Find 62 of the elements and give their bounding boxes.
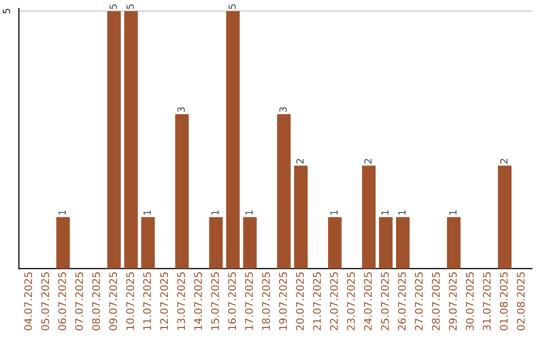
- bar: [294, 166, 308, 269]
- data-label: 5: [126, 4, 134, 9]
- x-tick-label: 07.07.2025: [75, 272, 84, 330]
- x-tick-label: 22.07.2025: [330, 272, 338, 330]
- x-tick-label: 09.07.2025: [109, 272, 118, 330]
- x-tick-label: 14.07.2025: [194, 272, 202, 330]
- data-label: 5: [110, 4, 117, 9]
- x-tick-label: 11.07.2025: [143, 272, 152, 330]
- data-label: 1: [246, 210, 253, 215]
- x-tick-label: 21.07.2025: [313, 272, 321, 330]
- bar: [379, 217, 393, 269]
- x-tick-label: 18.07.2025: [262, 272, 270, 330]
- bar: [243, 217, 257, 269]
- x-tick-label: 24.07.2025: [364, 272, 372, 330]
- bar: [141, 217, 155, 269]
- bar: [277, 114, 291, 269]
- data-label: 1: [449, 210, 456, 215]
- x-tick-label: 01.08.2025: [500, 272, 508, 330]
- x-tick-label: 13.07.2025: [177, 272, 185, 330]
- data-label: 1: [398, 210, 406, 215]
- data-label: 1: [212, 210, 219, 215]
- x-tick-label: 15.07.2025: [211, 272, 219, 330]
- bar: [209, 217, 223, 269]
- bar: [446, 217, 461, 269]
- x-tick-label: 28.07.2025: [432, 272, 440, 330]
- x-tick-label: 12.07.2025: [160, 272, 168, 330]
- x-tick-label: 20.07.2025: [296, 272, 304, 330]
- bar: [362, 166, 376, 269]
- bar: [107, 11, 121, 269]
- data-label: 2: [364, 158, 372, 164]
- x-tick-label: 04.07.2025: [24, 272, 32, 330]
- x-tick-label: 08.07.2025: [92, 272, 100, 330]
- bar: [175, 114, 189, 269]
- data-label: 2: [296, 158, 304, 164]
- bar: [498, 166, 512, 269]
- x-tick-label: 19.07.2025: [279, 272, 287, 330]
- bar: [226, 11, 240, 269]
- bar: [328, 217, 342, 269]
- data-label: 1: [144, 210, 151, 215]
- x-tick-label: 02.08.2025: [516, 272, 525, 330]
- data-label: 1: [381, 210, 388, 215]
- x-tick-label: 30.07.2025: [466, 272, 474, 330]
- x-tick-label: 29.07.2025: [448, 272, 457, 330]
- bar: [396, 217, 410, 269]
- x-tick-label: 05.07.2025: [41, 272, 50, 330]
- x-tick-label: 06.07.2025: [58, 272, 66, 330]
- x-tick-label: 17.07.2025: [245, 272, 253, 330]
- x-tick-label: 26.07.2025: [398, 272, 406, 330]
- x-tick-label: 16.07.2025: [228, 272, 236, 330]
- data-label: 1: [330, 210, 338, 215]
- data-label: 3: [279, 107, 287, 112]
- x-tick-label: 23.07.2025: [346, 272, 355, 330]
- data-label: 2: [500, 158, 508, 164]
- x-tick-label: 31.07.2025: [482, 272, 491, 330]
- data-label: 3: [177, 107, 185, 112]
- bar: [124, 11, 138, 269]
- bar: [56, 217, 70, 269]
- data-label: 5: [228, 4, 236, 9]
- x-tick-label: 27.07.2025: [414, 272, 423, 330]
- x-tick-label: 25.07.2025: [380, 272, 389, 330]
- x-tick-label: 10.07.2025: [126, 272, 134, 330]
- data-label: 1: [58, 210, 66, 215]
